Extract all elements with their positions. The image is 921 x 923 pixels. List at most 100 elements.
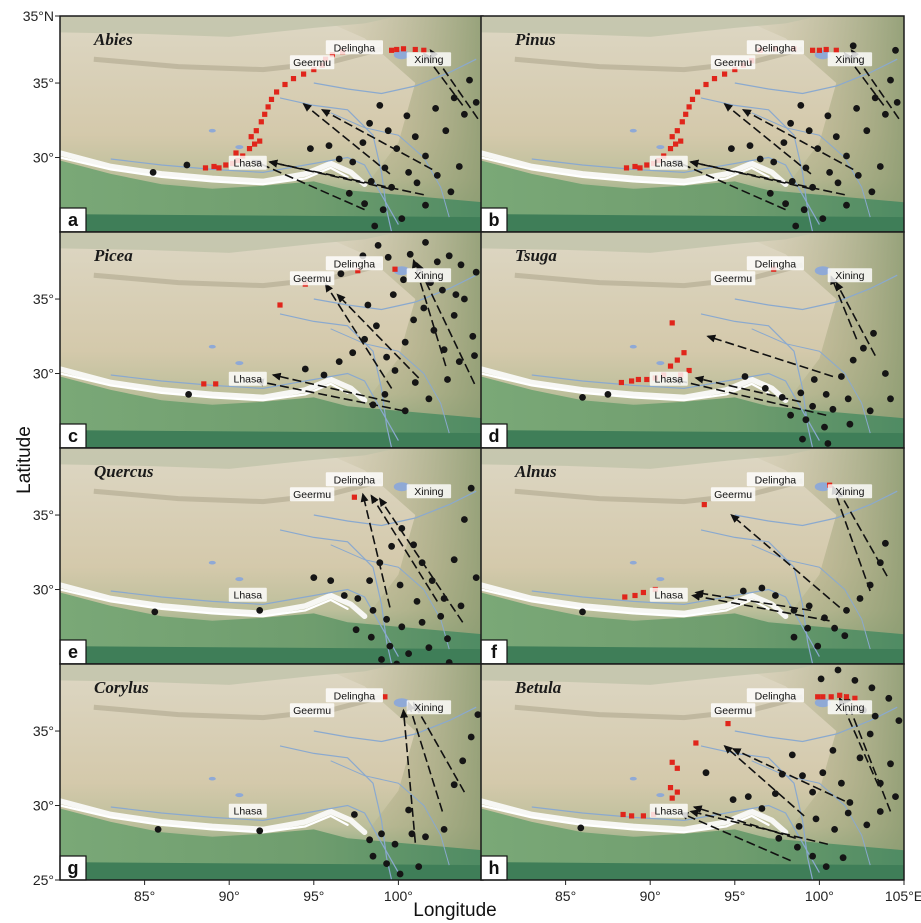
sample-site <box>632 592 638 599</box>
modern-pollen-site <box>469 332 477 340</box>
modern-pollen-site <box>366 577 373 584</box>
sample-site <box>389 47 395 53</box>
modern-pollen-site <box>787 119 794 127</box>
modern-pollen-site <box>799 435 806 443</box>
modern-pollen-site <box>437 612 445 620</box>
modern-pollen-site <box>340 592 348 599</box>
sample-site <box>223 162 229 168</box>
modern-pollen-site <box>838 373 845 380</box>
modern-pollen-site <box>413 598 421 605</box>
modern-pollen-site <box>352 626 360 634</box>
modern-pollen-site <box>775 834 783 842</box>
modern-pollen-site <box>579 394 586 401</box>
panel-letter: g <box>68 858 79 878</box>
taxon-title: Alnus <box>514 462 557 481</box>
modern-pollen-site <box>354 595 362 602</box>
modern-pollen-site <box>430 326 438 334</box>
dispersal-arrow <box>400 708 417 843</box>
modern-pollen-site <box>398 525 406 532</box>
modern-pollen-site <box>856 595 864 602</box>
modern-pollen-site <box>403 112 411 120</box>
modern-pollen-site <box>256 827 264 835</box>
modern-pollen-site <box>741 373 749 380</box>
modern-pollen-site <box>405 650 412 657</box>
sample-site <box>686 367 692 374</box>
sample-site <box>820 694 826 700</box>
panel-letter: b <box>489 210 500 230</box>
site-markers <box>149 46 480 230</box>
modern-pollen-site <box>834 179 842 187</box>
modern-pollen-site <box>389 291 397 298</box>
sample-site <box>703 81 709 88</box>
modern-pollen-site <box>846 799 854 806</box>
modern-pollen-site <box>396 870 404 878</box>
sample-site <box>683 111 689 117</box>
modern-pollen-site <box>841 632 849 640</box>
modern-pollen-site <box>788 178 796 185</box>
modern-pollen-site <box>792 222 800 230</box>
modern-pollen-site <box>455 163 463 170</box>
lon-tick-label: 90° <box>640 888 661 904</box>
modern-pollen-site <box>450 312 458 319</box>
modern-pollen-site <box>892 46 899 54</box>
modern-pollen-site <box>851 677 859 684</box>
modern-pollen-site <box>817 675 825 683</box>
city-label-lhasa: Lhasa <box>654 158 683 170</box>
modern-pollen-site <box>794 843 801 851</box>
sample-site <box>674 765 680 771</box>
city-label-xining: Xining <box>835 54 864 66</box>
modern-pollen-site <box>795 823 803 830</box>
modern-pollen-site <box>790 633 798 641</box>
modern-pollen-site <box>367 178 375 185</box>
modern-pollen-site <box>467 733 475 741</box>
modern-pollen-site <box>445 252 453 260</box>
modern-pollen-site <box>151 608 159 616</box>
sample-site <box>253 128 259 134</box>
sample-site <box>623 165 630 171</box>
modern-pollen-site <box>854 172 862 179</box>
sample-site <box>674 357 680 363</box>
modern-pollen-site <box>868 188 876 196</box>
modern-pollen-site <box>384 253 392 261</box>
city-label-geermu: Geermu <box>293 273 331 285</box>
sample-site <box>258 119 264 125</box>
lon-tick-label: 100° <box>384 888 413 904</box>
lon-tick-label: 85° <box>555 888 576 904</box>
modern-pollen-site <box>766 189 774 197</box>
sample-site <box>686 104 692 110</box>
sample-site <box>689 96 696 102</box>
modern-pollen-site <box>445 659 453 664</box>
sample-site <box>622 594 628 600</box>
modern-pollen-site <box>388 542 395 550</box>
terrain-basemap <box>481 448 904 664</box>
dispersal-arrow <box>723 102 812 175</box>
modern-pollen-site <box>892 793 899 800</box>
modern-pollen-site <box>376 102 384 109</box>
sample-site <box>816 47 822 53</box>
modern-pollen-site <box>824 440 832 447</box>
modern-pollen-site <box>364 301 372 309</box>
site-markers <box>577 666 903 870</box>
modern-pollen-site <box>408 830 416 838</box>
modern-pollen-site <box>393 660 401 664</box>
city-label-xining: Xining <box>835 486 864 498</box>
modern-pollen-site <box>361 200 368 208</box>
city-label-xining: Xining <box>835 270 864 282</box>
terrain-basemap <box>60 448 483 664</box>
modern-pollen-site <box>871 712 879 720</box>
sample-site <box>732 67 738 73</box>
sample-site <box>640 589 646 596</box>
modern-pollen-site <box>797 102 805 109</box>
modern-pollen-site <box>868 684 876 692</box>
sample-site <box>669 759 675 765</box>
modern-pollen-site <box>829 405 837 413</box>
sample-site <box>678 138 684 144</box>
dispersal-arrow <box>378 497 464 623</box>
dispersal-arrow <box>689 809 829 846</box>
taxon-title: Betula <box>514 678 562 697</box>
modern-pollen-site <box>856 754 864 762</box>
